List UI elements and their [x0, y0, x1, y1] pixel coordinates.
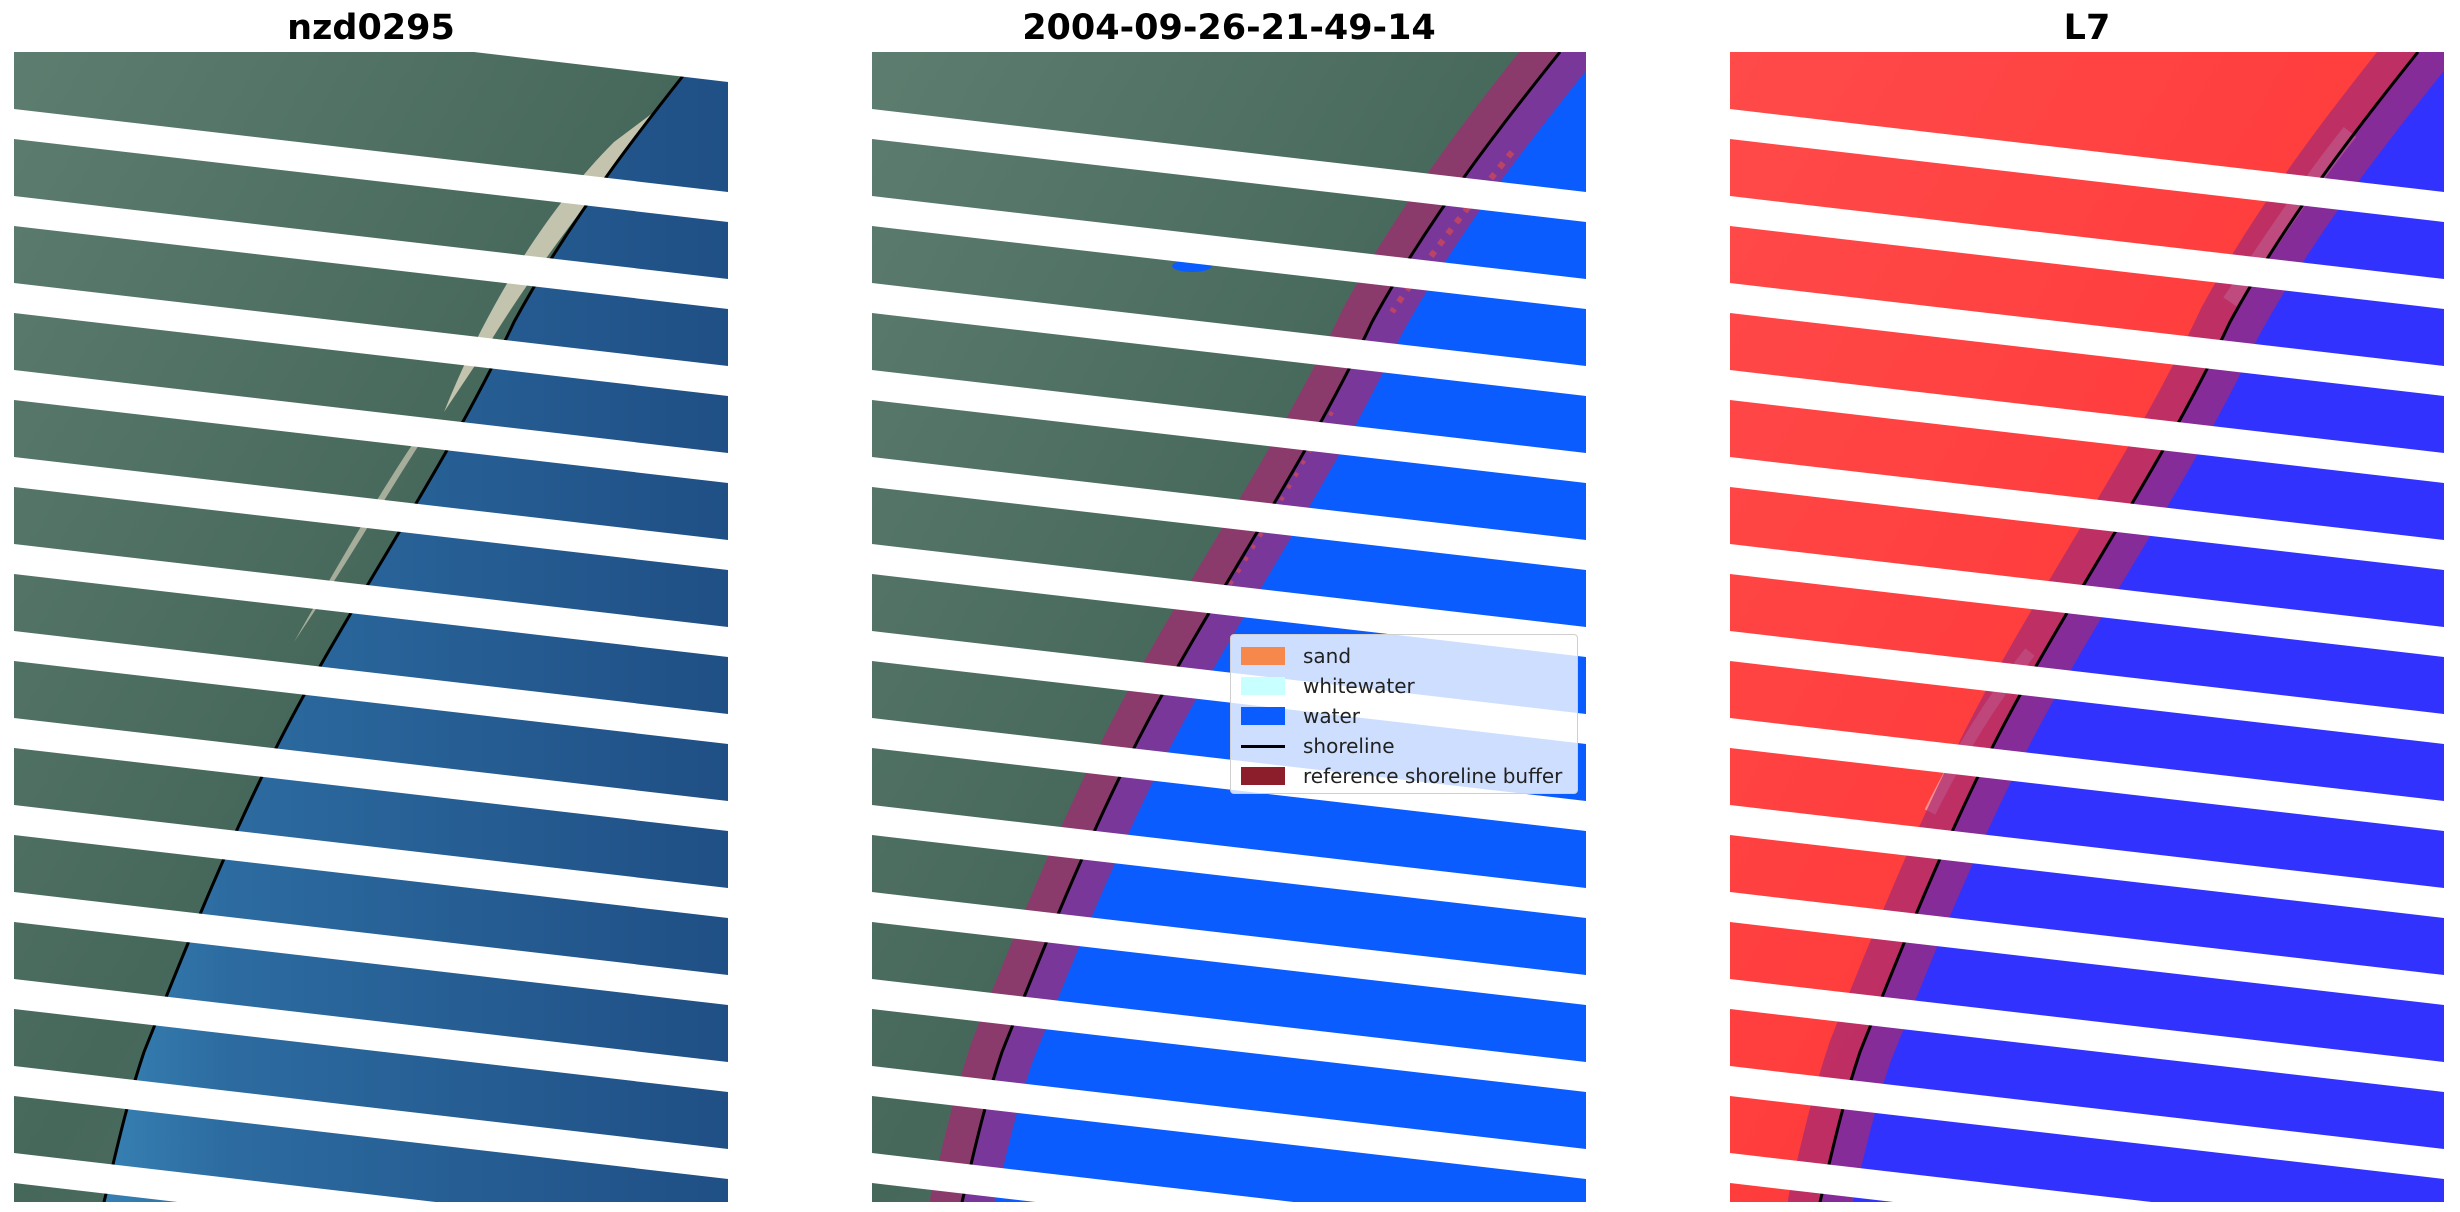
legend-label: sand — [1303, 644, 1352, 668]
panel-title-classified: 2004-09-26-21-49-14 — [1022, 8, 1436, 48]
panel-title-index: L7 — [2063, 8, 2111, 48]
legend-item-buffer: reference shoreline buffer — [1241, 761, 1567, 791]
legend-line-shoreline — [1241, 744, 1285, 748]
panel-title-rgb: nzd0295 — [287, 8, 455, 48]
legend: sand whitewater water shoreline referenc… — [1230, 634, 1578, 794]
legend-swatch-buffer — [1241, 767, 1285, 785]
legend-label: whitewater — [1303, 674, 1415, 698]
classified-image — [872, 52, 1586, 1202]
scan-gaps — [14, 52, 728, 1202]
legend-swatch-whitewater — [1241, 677, 1285, 695]
legend-item-water: water — [1241, 701, 1567, 731]
legend-label: water — [1303, 704, 1360, 728]
rgb-image — [14, 52, 728, 1202]
legend-item-sand: sand — [1241, 641, 1567, 671]
legend-item-whitewater: whitewater — [1241, 671, 1567, 701]
legend-swatch-sand — [1241, 647, 1285, 665]
legend-label: reference shoreline buffer — [1303, 764, 1563, 788]
legend-label: shoreline — [1303, 734, 1395, 758]
index-image — [1730, 52, 2444, 1202]
legend-swatch-water — [1241, 707, 1285, 725]
legend-item-shoreline: shoreline — [1241, 731, 1567, 761]
